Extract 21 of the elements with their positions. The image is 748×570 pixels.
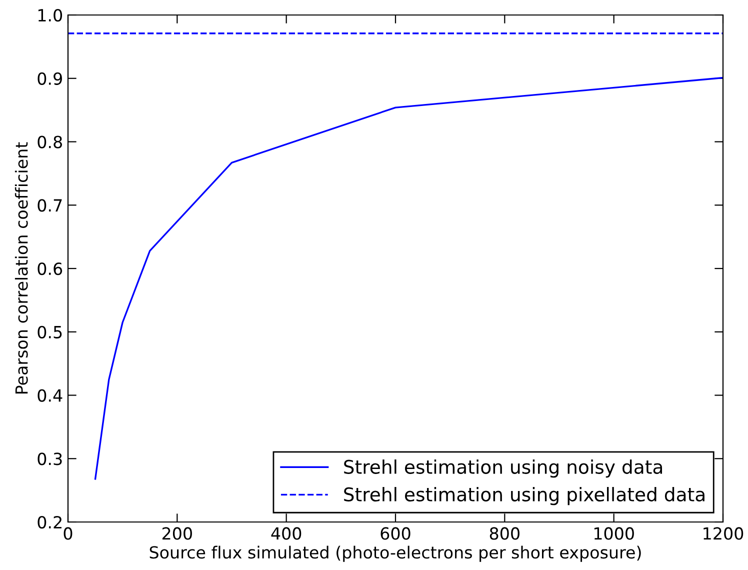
y-tick-label: 0.8 [38, 136, 62, 148]
y-tick-label: 0.4 [38, 389, 62, 402]
x-tick-label: 1200 [704, 527, 744, 540]
x-tick-label: 800 [490, 527, 520, 540]
y-axis-title: Pearson correlation coefficient [14, 142, 28, 394]
y-tick-label: 0.9 [38, 72, 62, 85]
y-tick-label: 0.2 [38, 516, 62, 529]
x-tick-label: 600 [380, 527, 410, 540]
legend-label: Strehl estimation using noisy data [344, 459, 662, 478]
y-tick-label: 0.3 [38, 452, 62, 466]
x-tick-label: 1000 [594, 527, 634, 540]
y-tick-label: 0.7 [38, 199, 62, 212]
y-tick-label: 1.0 [38, 8, 62, 22]
x-axis-title: Source flux simulated (photo-electrons per short exposure) [150, 546, 641, 562]
y-tick-label: 0.5 [38, 326, 62, 338]
x-tick-label: 400 [271, 527, 302, 540]
x-tick-label: 0 [64, 527, 72, 540]
line-series [94, 76, 723, 480]
legend-label: Strehl estimation using pixellated data [344, 486, 704, 506]
y-tick-label: 0.6 [38, 262, 62, 276]
x-tick-label: 200 [162, 527, 192, 540]
